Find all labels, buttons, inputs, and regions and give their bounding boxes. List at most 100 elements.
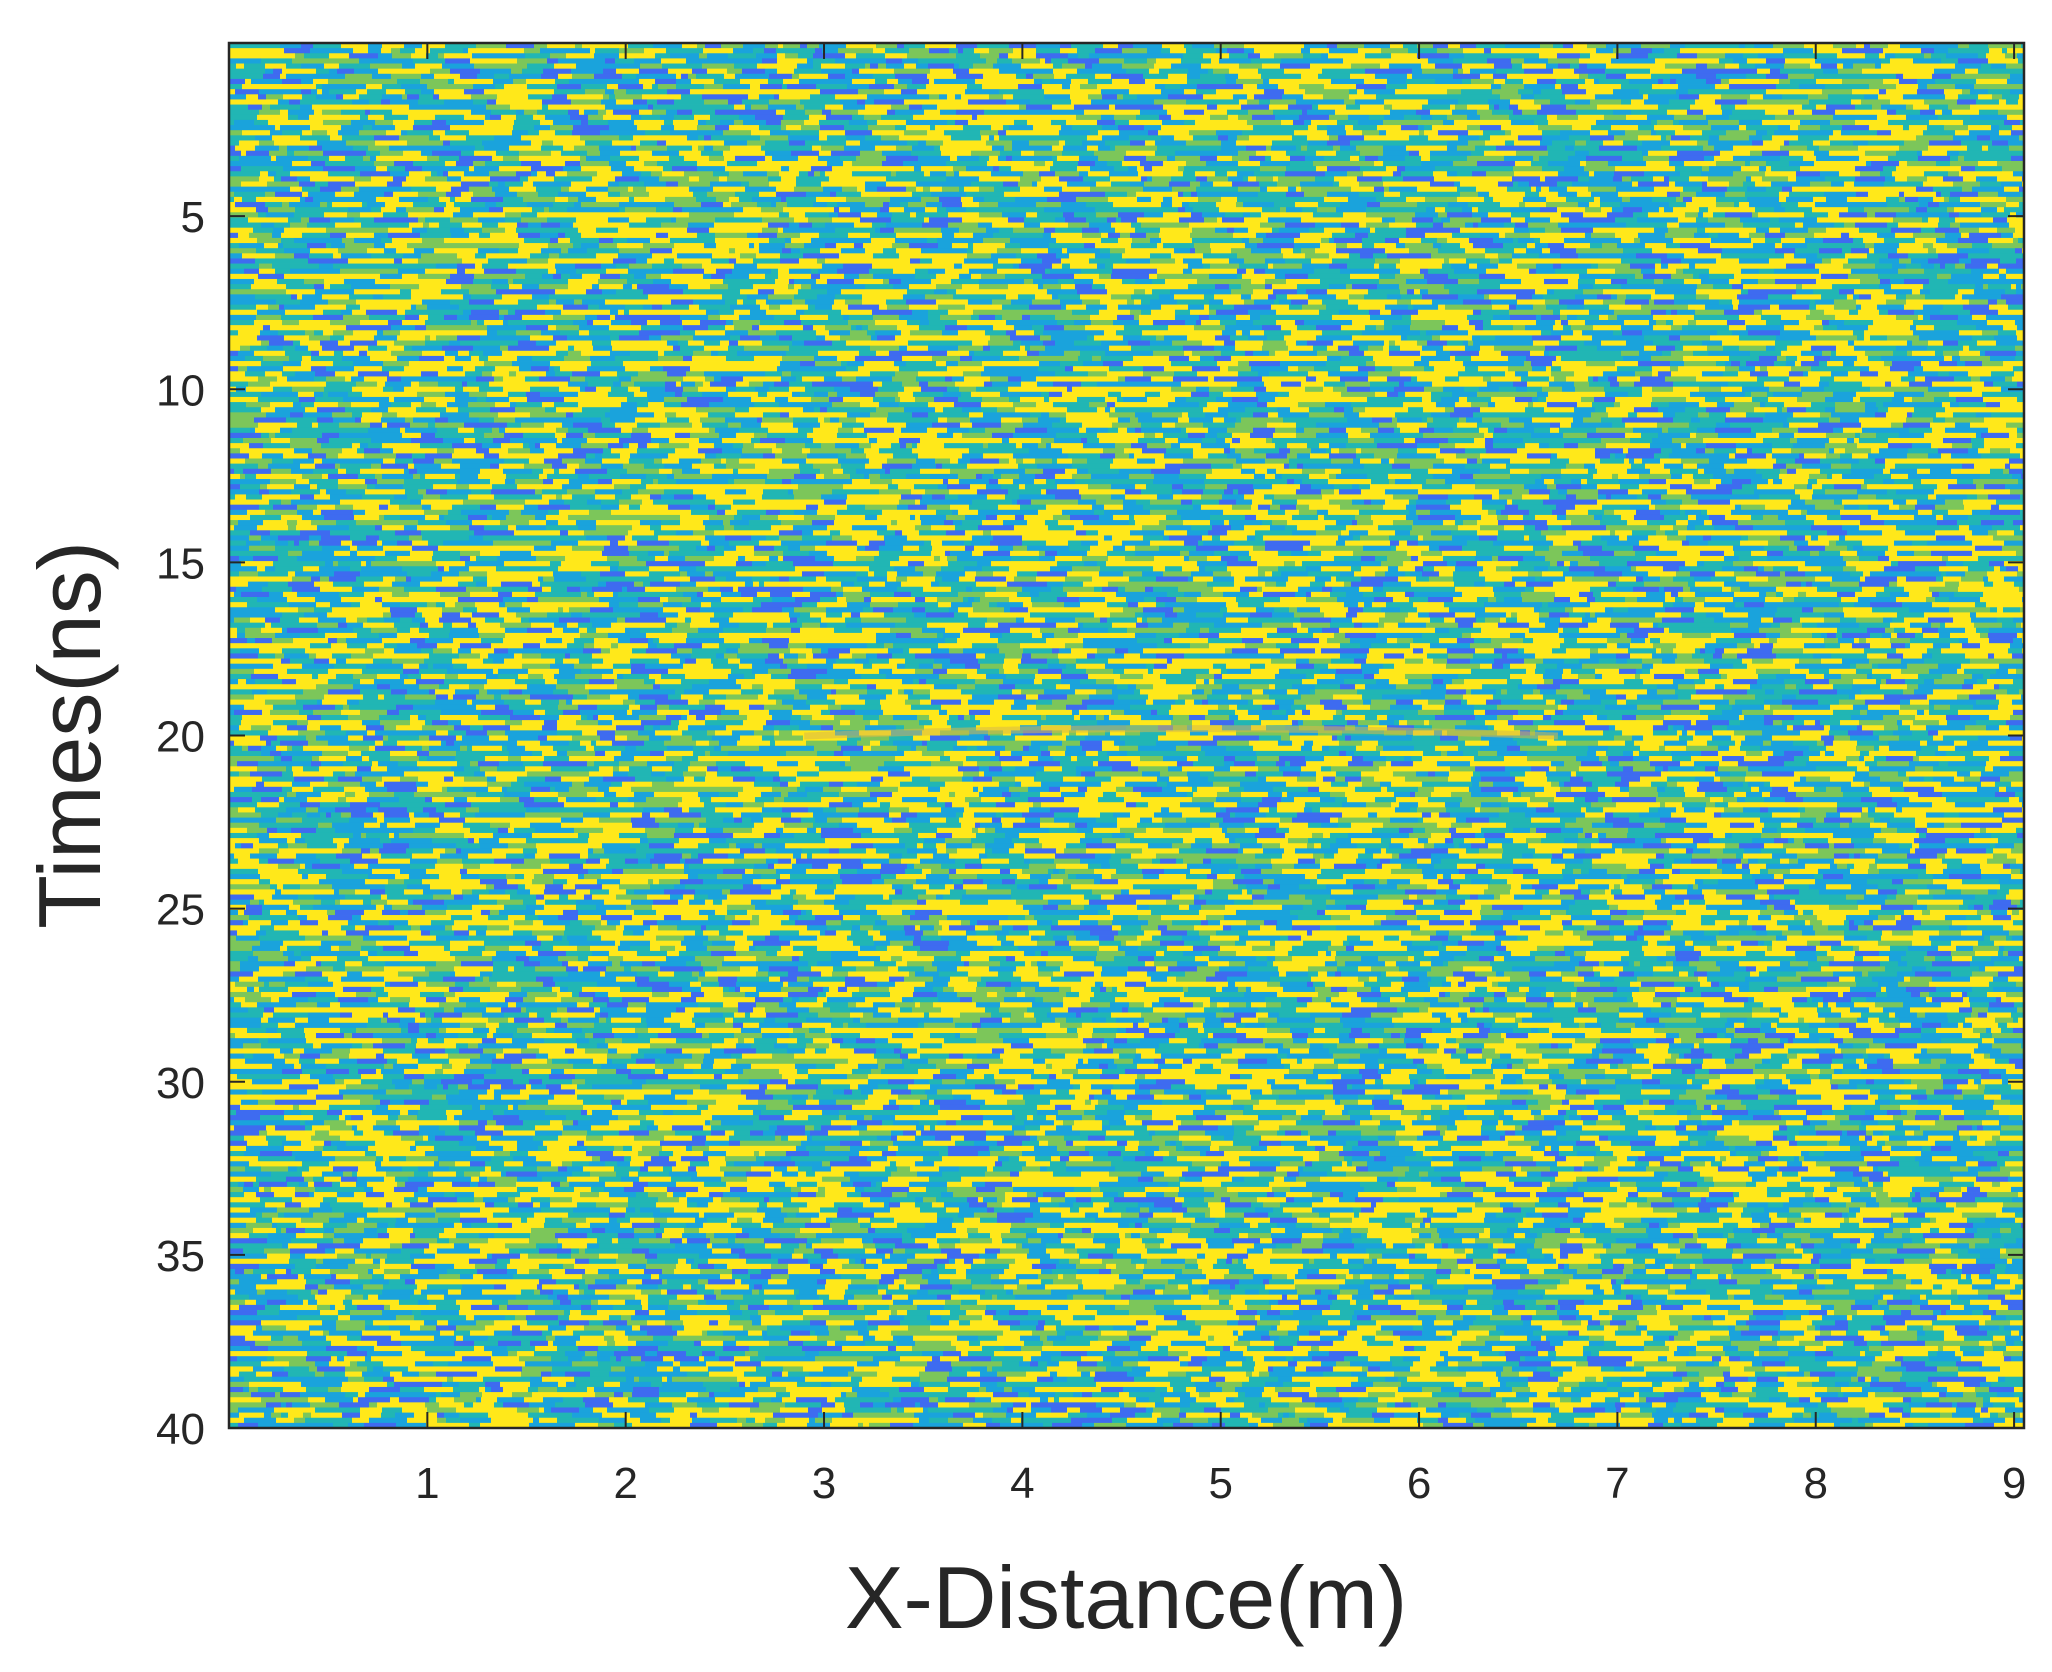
heatmap-cell: [1515, 222, 1528, 229]
heatmap-cell: [1884, 237, 1915, 244]
heatmap-cell: [672, 135, 687, 141]
heatmap-cell: [354, 176, 371, 182]
heatmap-cell: [1849, 232, 1877, 239]
heatmap-cell: [1162, 43, 1184, 49]
heatmap-cell: [593, 202, 619, 208]
heatmap-cell: [599, 243, 617, 249]
heatmap-cell: [769, 181, 796, 188]
heatmap-cell: [384, 191, 393, 198]
heatmap-cell: [527, 258, 548, 264]
heatmap-cell: [460, 207, 489, 213]
heatmap-cell: [1325, 273, 1335, 280]
heatmap-cell: [1800, 166, 1808, 172]
heatmap-cell: [1795, 248, 1819, 254]
heatmap-cell: [1077, 289, 1107, 295]
heatmap-cell: [1091, 99, 1103, 105]
heatmap-cell: [342, 237, 354, 244]
heatmap-cell: [854, 278, 883, 285]
heatmap-cell: [1063, 212, 1074, 218]
heatmap-cell: [1763, 94, 1782, 100]
heatmap-cell: [283, 94, 302, 100]
heatmap-cell: [1978, 191, 1998, 198]
heatmap-cell: [329, 68, 337, 75]
heatmap-cell: [503, 160, 521, 167]
heatmap-cell: [1775, 243, 1782, 249]
heatmap-cell: [524, 109, 537, 116]
heatmap-cell: [1110, 109, 1140, 116]
heatmap-cell: [310, 125, 341, 131]
heatmap-cell: [717, 104, 722, 111]
heatmap-cell: [426, 160, 445, 167]
heatmap-cell: [860, 150, 882, 157]
heatmap-cell: [1458, 99, 1488, 105]
heatmap-cell: [1844, 155, 1859, 162]
heatmap-cell: [335, 222, 361, 229]
heatmap-cell: [706, 119, 720, 126]
heatmap-cell: [280, 125, 310, 131]
heatmap-cell: [1253, 125, 1278, 131]
heatmap-cell: [388, 232, 420, 239]
heatmap-cell: [316, 84, 322, 90]
heatmap-cell: [266, 94, 283, 100]
heatmap-cell: [673, 119, 685, 126]
heatmap-cell: [1821, 273, 1848, 280]
heatmap-cell: [732, 58, 762, 64]
heatmap-cell: [540, 232, 551, 239]
heatmap-cell: [1541, 186, 1549, 193]
heatmap-cell: [1489, 119, 1511, 126]
heatmap-cell: [300, 99, 324, 105]
heatmap-cell: [245, 78, 251, 85]
heatmap-cell: [724, 155, 735, 162]
heatmap-cell: [1840, 150, 1846, 157]
heatmap-cell: [1794, 253, 1817, 259]
heatmap-cell: [1461, 253, 1485, 259]
heatmap-cell: [1068, 53, 1078, 59]
heatmap-cell: [737, 299, 743, 306]
heatmap-cell: [986, 58, 997, 64]
heatmap-cell: [1362, 268, 1390, 275]
heatmap-cell: [1867, 109, 1887, 116]
heatmap-cell: [229, 43, 260, 49]
heatmap-cell: [1916, 135, 1943, 141]
heatmap-cell: [1725, 191, 1745, 198]
heatmap-cell: [1929, 278, 1948, 285]
heatmap-cell: [997, 58, 1012, 64]
heatmap-cell: [1957, 99, 1976, 105]
heatmap-cell: [441, 289, 469, 295]
heatmap-cell: [1383, 181, 1403, 188]
heatmap-cell: [823, 186, 842, 193]
heatmap-cell: [1680, 171, 1689, 177]
heatmap-cell: [1062, 248, 1067, 254]
heatmap-cell: [787, 84, 816, 90]
heatmap-cell: [1149, 273, 1157, 280]
heatmap-cell: [1805, 237, 1823, 244]
heatmap-cell: [474, 63, 504, 70]
heatmap-cell: [2020, 119, 2024, 126]
heatmap-cell: [1037, 212, 1063, 218]
heatmap-cell: [1133, 43, 1162, 49]
heatmap-cell: [1229, 53, 1248, 59]
heatmap-cell: [1785, 212, 1799, 218]
heatmap-cell: [614, 73, 622, 80]
heatmap-cell: [1318, 104, 1346, 111]
heatmap-cell: [769, 73, 792, 80]
heatmap-cell: [1216, 253, 1237, 259]
heatmap-cell: [537, 171, 546, 177]
heatmap-cell: [1321, 53, 1328, 59]
heatmap-cell: [400, 289, 411, 295]
heatmap-cell: [761, 207, 783, 213]
heatmap-cell: [1982, 248, 1989, 254]
heatmap-cell: [1548, 243, 1564, 249]
heatmap-cell: [1067, 248, 1088, 254]
heatmap-cell: [1052, 145, 1063, 152]
heatmap-cell: [817, 294, 835, 300]
heatmap-cell: [474, 150, 496, 157]
heatmap-cell: [229, 217, 248, 223]
heatmap-cell: [417, 263, 436, 270]
heatmap-cell: [1246, 268, 1254, 275]
heatmap-cell: [497, 94, 517, 100]
heatmap-cell: [1407, 73, 1412, 80]
heatmap-cell: [1708, 43, 1739, 49]
heatmap-cell: [397, 78, 420, 85]
heatmap-cell: [1813, 196, 1826, 203]
